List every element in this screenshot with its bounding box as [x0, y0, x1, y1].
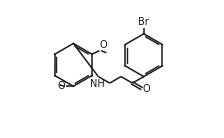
Text: Br: Br — [138, 17, 149, 27]
Text: NH: NH — [90, 79, 105, 89]
Text: O: O — [58, 81, 65, 91]
Text: O: O — [143, 84, 150, 94]
Text: O: O — [100, 40, 108, 50]
